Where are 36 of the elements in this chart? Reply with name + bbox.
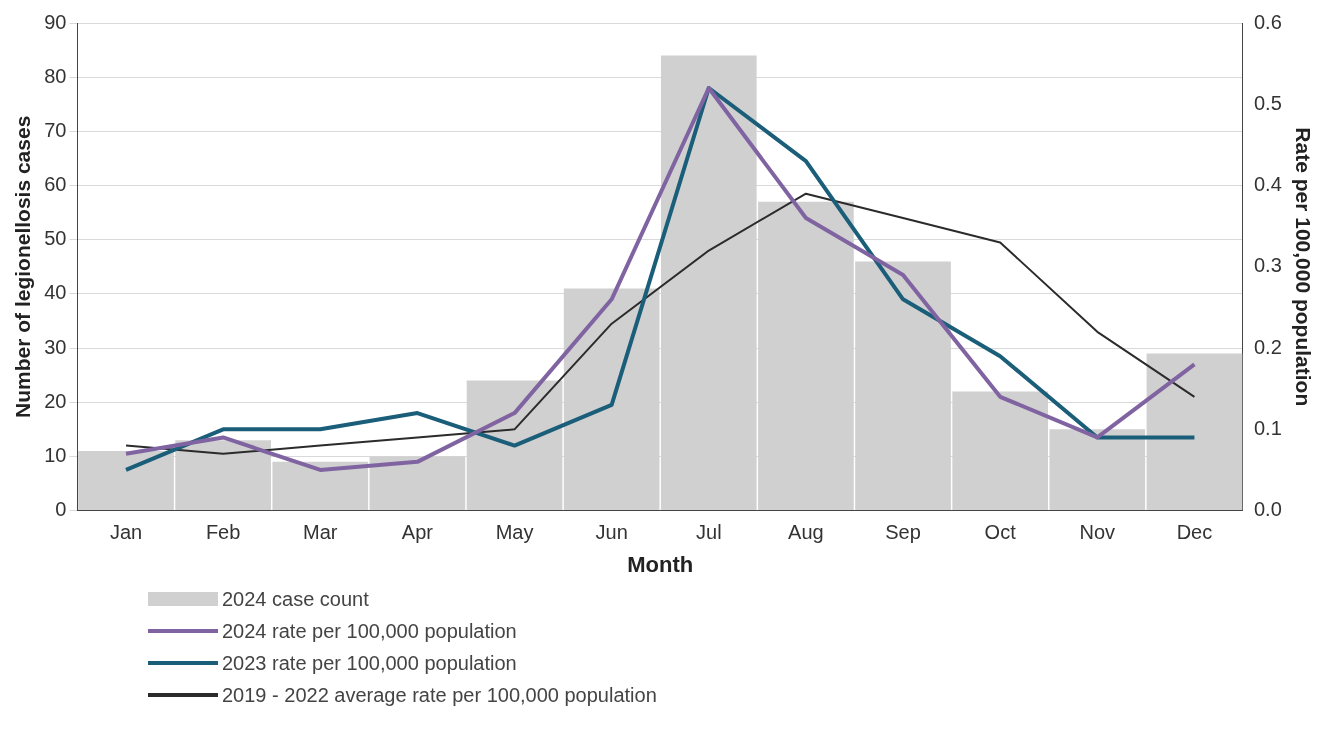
x-tick-label: May [495, 521, 534, 544]
x-tick-label: Jan [109, 521, 143, 544]
y-tick-label: 30 [44, 335, 67, 358]
y2-tick-label: 0.2 [1254, 335, 1282, 358]
x-axis-title: Month [627, 551, 694, 577]
x-tick-label: Aug [788, 521, 824, 544]
x-tick-label: Dec [1176, 521, 1213, 544]
y-tick-label: 70 [44, 118, 67, 141]
y2-tick-label: 0.0 [1254, 498, 1282, 521]
x-tick-label: Mar [303, 521, 338, 544]
y2-tick-label: 0.3 [1254, 254, 1282, 277]
y-tick-label: 20 [44, 389, 67, 412]
x-tick-label: Jun [595, 521, 628, 544]
x-tick-label: Feb [205, 521, 241, 544]
y2-tick-label: 0.6 [1254, 10, 1282, 33]
y-tick-label: 0 [55, 498, 67, 521]
y-tick-label: 50 [44, 227, 67, 250]
y-tick-label: 80 [44, 64, 67, 87]
y-tick-label: 60 [44, 173, 67, 196]
y2-tick-label: 0.1 [1254, 416, 1282, 439]
y2-tick-label: 0.4 [1254, 173, 1282, 196]
x-tick-label: Jul [696, 521, 722, 544]
legend-label: 2024 case count [222, 587, 369, 611]
y-tick-label: 10 [44, 443, 67, 466]
x-tick-label: Oct [984, 521, 1017, 544]
y-axis-title: Number of legionellosis cases [11, 115, 35, 418]
y-tick-label: 90 [44, 10, 67, 33]
x-tick-label: Nov [1079, 521, 1116, 544]
y-tick-label: 40 [44, 281, 67, 304]
legend-label: 2023 rate per 100,000 population [222, 651, 517, 675]
legend-label: 2024 rate per 100,000 population [222, 619, 517, 643]
legend-label: 2019 - 2022 average rate per 100,000 population [222, 683, 657, 707]
x-tick-label: Sep [885, 521, 921, 544]
y2-tick-label: 0.5 [1254, 91, 1282, 114]
x-tick-label: Apr [401, 521, 434, 544]
y2-axis-title: Rate per 100,000 population [1291, 127, 1315, 407]
